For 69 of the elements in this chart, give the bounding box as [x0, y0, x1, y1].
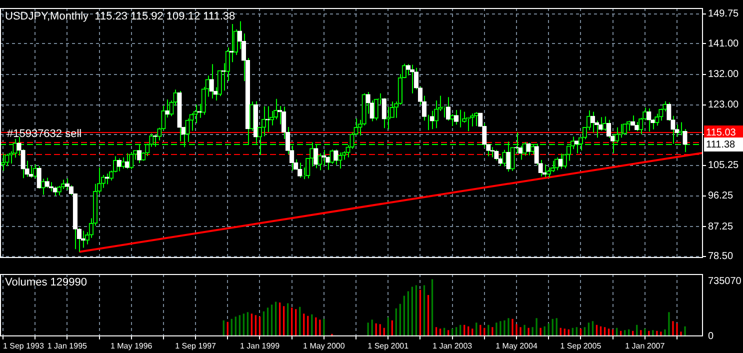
x-tick-label: 1 Sep 2005: [560, 341, 602, 350]
y-tick-label: 87.25: [708, 221, 734, 232]
candlestick: [542, 164, 547, 178]
x-tick-label: 1 Jan 2003: [432, 341, 473, 350]
x-tick-label: 1 Jan 1999: [240, 341, 280, 350]
candlestick: [298, 162, 302, 178]
candlestick: [64, 178, 70, 190]
candlestick: [634, 121, 640, 132]
candlestick: [546, 167, 551, 178]
candlestick: [0, 153, 6, 172]
candlestick: [626, 120, 632, 132]
candlestick: [4, 153, 10, 167]
candlestick: [334, 148, 338, 166]
x-tick-label: 1 Sep 1993: [2, 341, 44, 350]
y-tick-label: 123.00: [708, 100, 740, 111]
candlestick: [434, 100, 439, 129]
y-tick-label: 141.00: [708, 38, 740, 50]
candlestick: [185, 118, 190, 143]
y-tick-label: 149.75: [708, 8, 740, 20]
candlestick: [44, 177, 50, 188]
candlestick: [430, 110, 435, 130]
candlestick: [558, 153, 563, 170]
y-tick-label: 96.25: [708, 190, 734, 202]
candlestick: [606, 119, 612, 138]
candlestick: [36, 166, 42, 190]
y-tick-label: 105.25: [708, 160, 740, 172]
x-tick-label: 1 May 2000: [303, 341, 346, 350]
candlestick: [217, 70, 222, 97]
candlestick: [80, 230, 86, 248]
y-tick-label: 78.50: [708, 251, 734, 262]
candlestick: [382, 98, 386, 129]
candlestick: [654, 113, 660, 126]
x-tick-label: 1 May 1996: [110, 341, 153, 350]
candlestick: [502, 149, 507, 168]
candlestick: [454, 110, 459, 126]
candlestick: [318, 152, 322, 171]
candlestick: [338, 152, 342, 170]
candlestick: [590, 111, 596, 133]
candlestick: [125, 152, 130, 170]
x-tick-label: 1 Sep 1997: [175, 341, 217, 350]
candlestick: [129, 152, 134, 170]
ref-line-label: 115.03: [706, 127, 736, 138]
y-tick-label: 132.00: [708, 69, 740, 80]
candlestick: [249, 101, 254, 132]
candlestick: [658, 108, 664, 122]
candlestick: [209, 64, 214, 99]
candlestick: [121, 156, 126, 170]
candlestick: [410, 64, 415, 94]
candlestick: [522, 142, 527, 156]
x-tick-label: 1 Sep 2001: [368, 341, 410, 350]
chart-title: USDJPY,Monthly 115.23 115.92 109.12 111.38: [5, 10, 236, 23]
x-tick-label: 1 May 2004: [496, 341, 538, 350]
candlestick: [602, 116, 608, 132]
candlestick: [56, 185, 62, 196]
candlestick: [52, 186, 58, 196]
candlestick: [265, 106, 270, 133]
candlestick: [116, 158, 122, 172]
chart-title: Volumes 129990: [5, 276, 87, 289]
ref-line-label: 111.38: [706, 139, 736, 150]
candlestick: [40, 178, 46, 196]
candlestick: [450, 114, 455, 127]
candlestick: [322, 149, 326, 166]
candlestick: [374, 98, 378, 121]
x-tick-label: 1 Jan 2007: [625, 341, 666, 350]
y-tick-label: 0: [708, 331, 714, 342]
x-tick-label: 1 Jan 1995: [47, 341, 88, 350]
y-tick-label: 735070: [708, 276, 742, 288]
candlestick: [554, 156, 559, 171]
candlestick: [32, 164, 38, 179]
